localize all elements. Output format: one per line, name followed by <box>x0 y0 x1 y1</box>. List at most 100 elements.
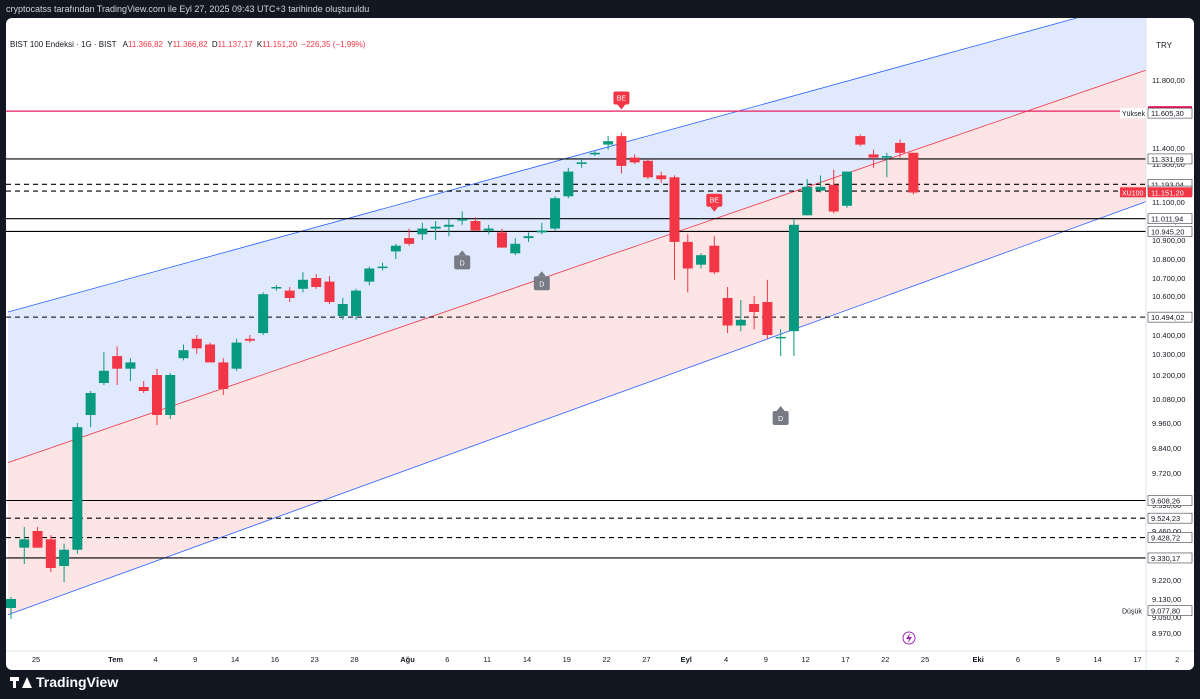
x-tick-label: 23 <box>310 655 318 664</box>
candle-body-15 <box>205 344 216 363</box>
x-tick-label: 6 <box>445 655 449 664</box>
candle-body-41 <box>550 198 561 229</box>
channel-lower-band <box>8 69 1150 615</box>
x-tick-label: 25 <box>921 655 929 664</box>
candle-body-33 <box>443 224 454 227</box>
symbol-legend[interactable]: BIST 100 Endeksi · 1G · BIST A11.366,82 … <box>10 40 365 49</box>
channel-upper-band <box>8 18 1150 463</box>
candle-body-68 <box>908 152 919 193</box>
x-tick-label: 22 <box>881 655 889 664</box>
candle-body-9 <box>125 362 136 369</box>
candle-body-62 <box>828 184 839 212</box>
candle-body-44 <box>589 152 600 155</box>
candle-body-57 <box>762 302 773 335</box>
candle-body-28 <box>377 266 388 269</box>
level-side-label-1: Yüksek <box>1122 111 1145 118</box>
y-tick-label: 11.300,00 <box>1152 160 1185 169</box>
candle-body-13 <box>178 350 189 359</box>
channel-lower-line <box>7 200 1150 616</box>
y-tick-label: 10.900,00 <box>1152 236 1185 245</box>
x-tick-label: 17 <box>841 655 849 664</box>
x-tick-label: 9 <box>193 655 197 664</box>
candle-body-20 <box>271 287 282 289</box>
candle-body-58 <box>775 336 786 339</box>
candle-body-19 <box>258 294 269 334</box>
open-label: A <box>122 40 128 49</box>
candle-body-2 <box>32 531 43 548</box>
y-tick-label: 10.200,00 <box>1152 371 1185 380</box>
level-tag-bg-6 <box>1147 213 1193 224</box>
event-marker-text-4: D <box>778 416 783 423</box>
level-tag-12: 9.330,17 <box>1151 554 1180 563</box>
x-tick-label: 2 <box>1175 655 1179 664</box>
y-tick-label: 10.400,00 <box>1152 331 1185 340</box>
candle-body-49 <box>656 175 667 180</box>
x-tick-label: 11 <box>483 655 491 664</box>
level-side-bg-5 <box>1120 187 1146 198</box>
candle-body-52 <box>696 255 707 265</box>
y-tick-label: 10.600,00 <box>1152 292 1185 301</box>
level-tag-bg-8 <box>1147 311 1193 323</box>
candle-body-67 <box>895 142 906 153</box>
y-tick-label: 9.960,00 <box>1152 419 1181 428</box>
level-tag-13: 9.077,80 <box>1151 607 1180 616</box>
y-tick-label: 10.700,00 <box>1152 274 1185 283</box>
candle-body-59 <box>788 224 799 332</box>
candle-body-6 <box>85 393 96 415</box>
x-tick-label: 9 <box>1056 655 1060 664</box>
y-tick-label: 11.800,00 <box>1152 76 1185 85</box>
x-tick-label: Ağu <box>400 655 415 664</box>
candle-body-23 <box>311 278 322 287</box>
currency-label[interactable]: TRY <box>1156 41 1172 50</box>
y-tick-label: 9.050,00 <box>1152 613 1181 622</box>
event-marker-0[interactable]: BE <box>613 91 630 110</box>
candle-body-65 <box>868 154 879 158</box>
candle-body-40 <box>536 230 547 233</box>
candle-body-53 <box>709 245 720 273</box>
candle-body-34 <box>457 219 468 221</box>
level-tag-7: 10.945,20 <box>1151 227 1184 236</box>
event-marker-text-1: BE <box>710 198 720 205</box>
x-tick-label: Eyl <box>681 655 692 664</box>
candle-body-35 <box>470 221 481 231</box>
candle-body-30 <box>404 238 415 244</box>
lightning-icon[interactable] <box>902 631 916 645</box>
candle-body-12 <box>165 375 176 415</box>
event-marker-2[interactable]: D <box>454 250 471 270</box>
level-side-label-13: Düşük <box>1122 609 1142 616</box>
price-chart[interactable]: BE BE D D D 8.970,00 9.050,00 9.130,00 9.220,00 9… <box>6 18 1194 670</box>
x-tick-label: 4 <box>153 655 157 664</box>
level-tag-bg-5 <box>1148 187 1192 198</box>
brand-name: TradingView <box>36 674 119 690</box>
y-tick-label: 9.460,00 <box>1152 527 1181 536</box>
candle-body-27 <box>364 268 375 282</box>
candle-body-54 <box>722 298 733 326</box>
candle-body-11 <box>151 375 162 415</box>
candle-body-24 <box>324 281 335 302</box>
candle-body-39 <box>523 236 534 239</box>
x-tick-label: 14 <box>1093 655 1101 664</box>
event-marker-4[interactable]: D <box>772 406 789 425</box>
chart-panel[interactable]: BE BE D D D 8.970,00 9.050,00 9.130,00 9.220,00 9… <box>6 18 1194 670</box>
candle-body-10 <box>138 387 149 391</box>
high-value: 11.366,82 <box>172 40 208 49</box>
y-tick-label: 11.100,00 <box>1152 198 1185 207</box>
x-tick-label: 9 <box>764 655 768 664</box>
x-tick-label: 14 <box>231 655 239 664</box>
y-tick-label: 10.800,00 <box>1152 255 1185 264</box>
level-tag-1: 11.605,30 <box>1151 109 1184 118</box>
level-tag-bg-11 <box>1147 532 1193 543</box>
level-tag-bg-13 <box>1147 605 1193 616</box>
tradingview-logo[interactable]: TradingView <box>10 674 118 690</box>
event-marker-3[interactable]: D <box>533 271 550 291</box>
event-marker-1[interactable]: BE <box>706 193 723 212</box>
level-tag-5: 11.151,20 <box>1151 188 1184 197</box>
candle-body-3 <box>45 539 56 568</box>
change-value: −226,35 (−1,99%) <box>301 40 366 49</box>
symbol-name[interactable]: BIST 100 Endeksi · 1G · BIST <box>10 40 117 49</box>
lightning-bolt <box>906 633 912 643</box>
y-tick-label: 8.970,00 <box>1152 629 1181 638</box>
tradingview-logo-icon <box>10 675 32 689</box>
candle-body-16 <box>218 362 229 389</box>
candle-body-31 <box>417 228 428 235</box>
